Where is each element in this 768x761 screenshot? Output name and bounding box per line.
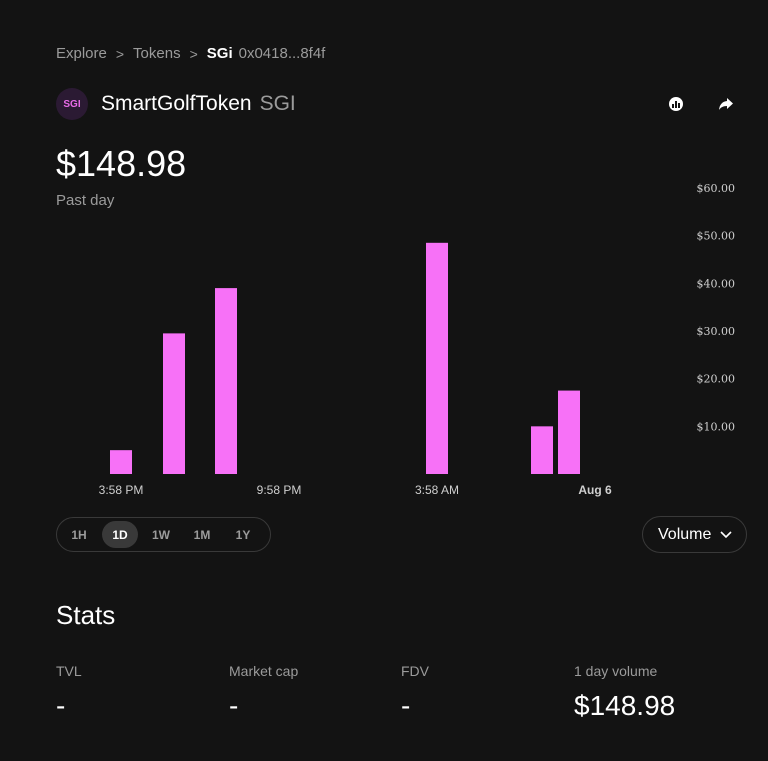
- breadcrumb-token-address[interactable]: 0x0418...8f4f: [238, 45, 326, 62]
- stat-label: Market cap: [229, 663, 299, 679]
- volume-bar[interactable]: [215, 288, 237, 474]
- volume-bar[interactable]: [163, 333, 185, 474]
- chevron-down-icon: [720, 526, 732, 544]
- breadcrumb-separator: >: [189, 45, 198, 62]
- volume-bar[interactable]: [110, 450, 132, 474]
- stat-value: -: [229, 690, 239, 721]
- y-tick-label: $20.00: [697, 373, 736, 386]
- token-symbol: SGI: [259, 92, 296, 115]
- y-tick-label: $50.00: [697, 230, 736, 243]
- volume-chart: $60.00 $50.00 $40.00 $30.00 $20.00 $10.00 3:58…: [99, 182, 736, 497]
- x-tick-label: 3:58 PM: [99, 483, 144, 497]
- x-tick-label: 9:58 PM: [257, 483, 302, 497]
- token-price: $148.98: [56, 143, 187, 184]
- time-range-selector: 1H 1D 1W 1M 1Y: [56, 517, 271, 552]
- time-range-1w[interactable]: 1W: [152, 527, 170, 542]
- stats-title: Stats: [56, 600, 116, 630]
- y-tick-label: $40.00: [697, 277, 736, 290]
- time-range-1m[interactable]: 1M: [193, 527, 211, 542]
- time-range-1d[interactable]: 1D: [102, 521, 138, 548]
- token-name: SmartGolfToken: [101, 92, 252, 115]
- breadcrumb-tokens[interactable]: Tokens: [133, 45, 181, 62]
- time-range-1y[interactable]: 1Y: [235, 527, 251, 542]
- volume-bar[interactable]: [558, 390, 580, 474]
- breadcrumb: Explore > Tokens > SGi 0x0418...8f4f: [56, 45, 325, 62]
- stat-market-cap: Market cap -: [229, 663, 298, 722]
- breadcrumb-explore[interactable]: Explore: [56, 45, 107, 62]
- y-tick-label: $30.00: [697, 325, 736, 338]
- chart-type-select[interactable]: Volume: [642, 516, 747, 553]
- stat-label: TVL: [56, 663, 82, 679]
- price-period: Past day: [56, 192, 115, 209]
- y-tick-label: $10.00: [697, 420, 736, 433]
- chart-type-value: Volume: [658, 525, 712, 543]
- stat-label: 1 day volume: [574, 663, 658, 679]
- x-tick-label: Aug 6: [578, 483, 612, 497]
- stat-value: -: [401, 690, 411, 721]
- stat-value: $148.98: [574, 690, 676, 721]
- share-icon[interactable]: [716, 94, 736, 114]
- volume-bar[interactable]: [426, 242, 448, 474]
- stat-value: -: [56, 690, 66, 721]
- stat-1-day-volume: 1 day volume $148.98: [574, 663, 675, 722]
- breadcrumb-separator: >: [115, 45, 125, 62]
- time-range-1h[interactable]: 1H: [71, 527, 87, 542]
- volume-bar[interactable]: [531, 426, 553, 474]
- token-logo: SGI: [56, 88, 88, 120]
- breadcrumb-current-symbol: SGi: [206, 45, 233, 62]
- chart-icon[interactable]: [666, 94, 686, 114]
- stat-label: FDV: [401, 663, 429, 679]
- stat-tvl: TVL -: [56, 663, 82, 722]
- token-header: SGI SmartGolfToken SGI: [56, 88, 296, 120]
- stat-fdv: FDV -: [401, 663, 429, 722]
- x-tick-label: 3:58 AM: [415, 483, 459, 497]
- y-tick-label: $60.00: [697, 182, 736, 195]
